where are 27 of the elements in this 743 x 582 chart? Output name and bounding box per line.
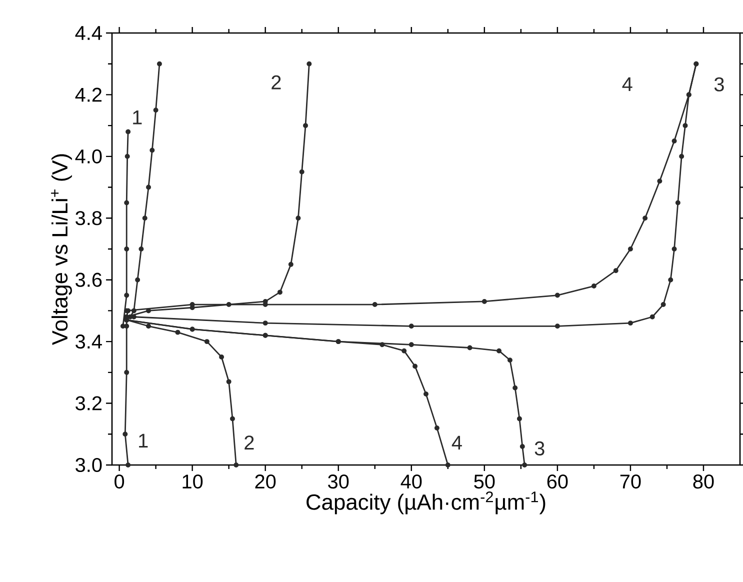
x-tick-label: 80 [693, 474, 714, 489]
y-tick-label: 3.2 [76, 396, 102, 410]
text: 4 [622, 77, 632, 92]
y-tick-label: 4.4 [75, 26, 102, 40]
y-tick-label: 4.2 [75, 88, 102, 102]
series-label: 3 [714, 77, 724, 92]
series-label: 3 [534, 441, 544, 456]
y-tick-label: 3.6 [76, 272, 102, 287]
y-axis-title: Voltage vs Li/Li$^{+}$ (V) [51, 154, 72, 346]
x-tick-label: 20 [255, 474, 276, 489]
x-tick-label: 10 [182, 474, 203, 489]
x-tick-label: 40 [400, 474, 422, 489]
x-tick-label: 30 [328, 474, 349, 489]
y-tick-label: 3.4 [76, 334, 102, 349]
x-tick-label: 60 [547, 474, 568, 489]
x-tick-label: 0 [114, 474, 124, 489]
y-tick-label: 4.0 [75, 149, 102, 164]
series-label: 4 [452, 436, 462, 450]
series-label: 1 [139, 434, 148, 448]
series-label: 1 [133, 110, 142, 124]
y-tick-label: 3.8 [76, 211, 102, 226]
series-label: 2 [244, 436, 254, 450]
x-tick-label: 70 [620, 474, 641, 489]
series-label: 2 [272, 75, 281, 90]
x-axis-title: Capacity (µAh·cm$^{-2}$µm$^{-1}$) [306, 491, 546, 514]
y-tick-label: 3.0 [76, 458, 102, 472]
x-tick-label: 50 [474, 474, 495, 489]
